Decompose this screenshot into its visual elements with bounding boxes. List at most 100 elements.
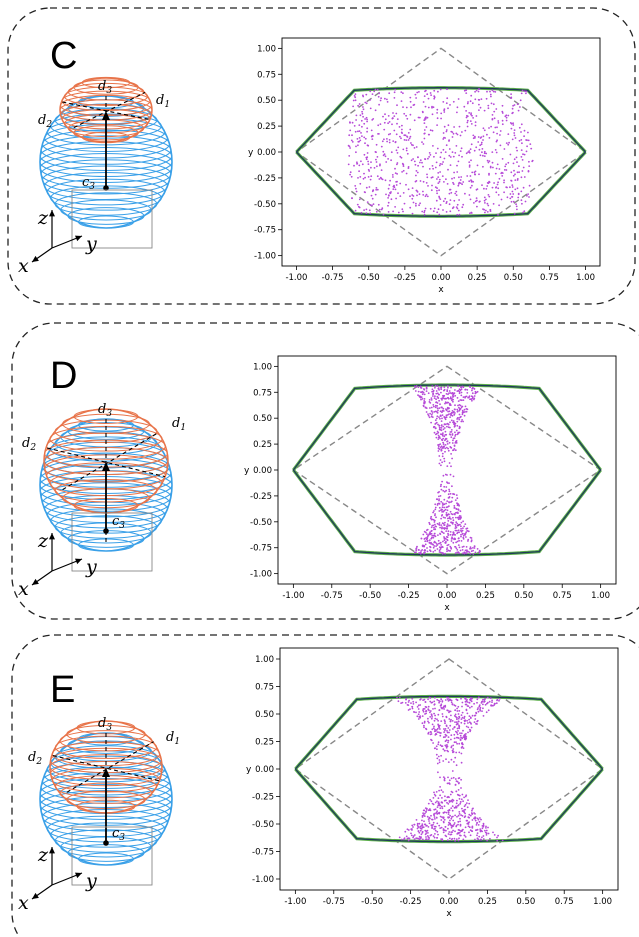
data-point xyxy=(510,200,513,203)
data-point xyxy=(448,710,451,713)
data-point xyxy=(456,710,459,712)
data-point xyxy=(435,390,438,392)
data-point xyxy=(445,144,448,147)
data-point xyxy=(478,705,481,708)
data-point xyxy=(369,99,371,101)
data-point xyxy=(435,545,437,547)
data-point xyxy=(434,833,436,835)
data-point xyxy=(363,153,366,156)
data-point xyxy=(455,526,458,529)
center-point xyxy=(103,528,109,534)
data-point xyxy=(458,154,460,157)
data-point xyxy=(423,122,426,124)
data-point xyxy=(436,211,439,214)
data-point xyxy=(467,396,469,399)
data-point xyxy=(434,549,436,552)
data-point xyxy=(450,419,453,422)
data-point xyxy=(426,533,428,535)
data-point xyxy=(367,168,370,171)
data-point xyxy=(440,388,443,391)
data-points xyxy=(347,88,534,216)
data-point xyxy=(384,179,387,182)
axis-label-z: z xyxy=(37,530,49,552)
scatter-chart: -1.00 -0.75 -0.50 -0.25 0.00 0.25 0.50 0.75 1.00… xyxy=(248,37,601,295)
data-point xyxy=(476,205,478,208)
data-point xyxy=(422,165,424,168)
data-point xyxy=(425,811,428,813)
data-point xyxy=(429,531,431,534)
data-point xyxy=(398,696,401,699)
data-point xyxy=(458,742,461,745)
data-point xyxy=(441,414,444,416)
panel-d: D d3 d1 d2 c3 z y x -1.00 -0.75 -0.50 -0.25 0.00 0.… xyxy=(0,315,639,625)
data-point xyxy=(505,169,508,171)
data-point xyxy=(423,137,426,140)
data-point xyxy=(425,387,428,389)
data-point xyxy=(435,398,437,401)
data-point xyxy=(415,180,418,182)
data-point xyxy=(443,157,446,160)
data-point xyxy=(443,524,446,526)
data-point xyxy=(371,204,373,207)
data-point xyxy=(449,104,451,106)
data-point xyxy=(439,417,441,420)
data-point xyxy=(480,98,483,100)
data-point xyxy=(465,552,468,555)
data-point xyxy=(459,830,462,832)
data-point xyxy=(419,698,421,701)
data-point xyxy=(459,515,462,517)
data-point xyxy=(456,213,459,216)
data-point xyxy=(446,525,449,528)
data-point xyxy=(420,398,422,401)
data-point xyxy=(472,549,474,552)
data-point xyxy=(466,530,469,532)
data-point xyxy=(370,194,373,197)
data-point xyxy=(443,719,446,722)
data-point xyxy=(416,824,419,827)
data-point xyxy=(455,508,458,510)
data-point xyxy=(441,552,443,554)
data-point xyxy=(435,498,438,501)
data-point xyxy=(441,163,443,166)
data-point xyxy=(440,514,443,517)
x-tick-label: -0.50 xyxy=(359,591,381,601)
data-point xyxy=(485,209,487,212)
data-point xyxy=(428,401,431,403)
data-point xyxy=(470,113,472,116)
data-point xyxy=(462,386,465,389)
data-point xyxy=(448,779,451,782)
data-point xyxy=(433,791,435,794)
data-point xyxy=(479,706,482,709)
data-point xyxy=(461,206,464,209)
data-point xyxy=(442,441,444,444)
data-point xyxy=(497,213,499,216)
data-point xyxy=(482,707,484,710)
data-point xyxy=(469,148,472,151)
data-point xyxy=(424,195,427,198)
data-point xyxy=(416,827,419,830)
data-point xyxy=(443,416,446,419)
data-point xyxy=(402,163,405,166)
axis-label-z: z xyxy=(37,207,49,229)
data-point xyxy=(467,825,470,828)
data-point xyxy=(420,824,423,827)
data-point xyxy=(432,546,435,549)
data-point xyxy=(396,104,398,107)
data-point xyxy=(511,196,514,198)
data-point xyxy=(405,114,407,117)
data-point xyxy=(439,403,441,406)
data-point xyxy=(432,393,435,395)
data-point xyxy=(455,190,458,193)
data-point xyxy=(466,806,469,809)
data-point xyxy=(433,526,435,529)
data-point xyxy=(487,204,490,207)
data-point xyxy=(448,783,451,785)
data-point xyxy=(457,551,460,553)
data-point xyxy=(419,551,422,554)
x-tick-label: -0.75 xyxy=(321,591,343,601)
data-point xyxy=(523,210,526,213)
data-point xyxy=(389,133,392,135)
data-point xyxy=(442,407,445,410)
data-point xyxy=(470,539,473,542)
y-tick-label: 0.50 xyxy=(255,710,274,720)
